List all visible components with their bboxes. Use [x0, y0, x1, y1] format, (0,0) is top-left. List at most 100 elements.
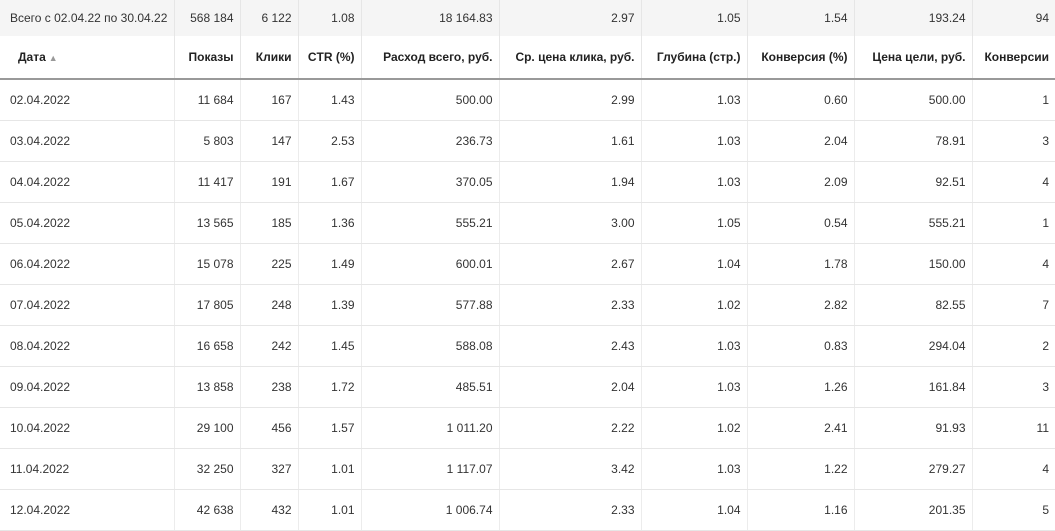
cell-shows: 16 658 — [173, 325, 240, 367]
cell-depth: 1.03 — [640, 79, 747, 121]
sort-ascending-icon: ▲ — [48, 53, 58, 63]
table-row: 06.04.2022 15 078 225 1.49 600.01 2.67 1.04 1.7… — [0, 243, 1055, 285]
cell-conversions: 3 — [971, 120, 1055, 162]
cell-depth: 1.04 — [640, 243, 747, 285]
cell-goal-cost: 92.51 — [853, 161, 972, 203]
cell-spend: 577.88 — [360, 284, 499, 326]
summary-ctr: 1.08 — [297, 0, 361, 36]
cell-date: 07.04.2022 — [0, 284, 174, 326]
cell-conversions: 11 — [971, 407, 1055, 449]
column-header-goal-cost[interactable]: Цена цели, руб. — [853, 36, 972, 80]
column-header-shows[interactable]: Показы — [173, 36, 240, 80]
column-header-depth[interactable]: Глубина (стр.) — [640, 36, 747, 80]
cell-cpc: 1.94 — [498, 161, 641, 203]
cell-goal-cost: 294.04 — [853, 325, 972, 367]
cell-clicks: 248 — [239, 284, 298, 326]
cell-clicks: 225 — [239, 243, 298, 285]
table-row: 04.04.2022 11 417 191 1.67 370.05 1.94 1.03 2.0… — [0, 161, 1055, 203]
cell-depth: 1.03 — [640, 448, 747, 490]
cell-shows: 11 417 — [173, 161, 240, 203]
cell-spend: 236.73 — [360, 120, 499, 162]
cell-clicks: 167 — [239, 79, 298, 121]
cell-goal-cost: 555.21 — [853, 202, 972, 244]
cell-shows: 15 078 — [173, 243, 240, 285]
cell-goal-cost: 78.91 — [853, 120, 972, 162]
summary-spend: 18 164.83 — [360, 0, 499, 36]
header-row: Дата ▲ Показы Клики CTR (%) Расход всего,… — [0, 36, 1055, 80]
cell-ctr: 1.49 — [297, 243, 361, 285]
cell-date: 05.04.2022 — [0, 202, 174, 244]
cell-conversion: 2.82 — [746, 284, 854, 326]
cell-goal-cost: 500.00 — [853, 79, 972, 121]
cell-cpc: 2.22 — [498, 407, 641, 449]
summary-depth: 1.05 — [640, 0, 747, 36]
cell-spend: 588.08 — [360, 325, 499, 367]
cell-cpc: 3.00 — [498, 202, 641, 244]
column-header-date[interactable]: Дата ▲ — [0, 36, 174, 80]
cell-clicks: 432 — [239, 489, 298, 531]
cell-spend: 370.05 — [360, 161, 499, 203]
cell-conversion: 1.16 — [746, 489, 854, 531]
cell-clicks: 147 — [239, 120, 298, 162]
cell-ctr: 1.72 — [297, 366, 361, 408]
cell-date: 11.04.2022 — [0, 448, 174, 490]
cell-clicks: 456 — [239, 407, 298, 449]
cell-clicks: 238 — [239, 366, 298, 408]
cell-conversion: 0.60 — [746, 79, 854, 121]
cell-ctr: 1.01 — [297, 448, 361, 490]
cell-clicks: 191 — [239, 161, 298, 203]
cell-ctr: 1.39 — [297, 284, 361, 326]
cell-cpc: 2.67 — [498, 243, 641, 285]
cell-date: 12.04.2022 — [0, 489, 174, 531]
table-row: 08.04.2022 16 658 242 1.45 588.08 2.43 1.03 0.8… — [0, 325, 1055, 367]
table-row: 02.04.2022 11 684 167 1.43 500.00 2.99 1.03 0.6… — [0, 79, 1055, 121]
cell-shows: 42 638 — [173, 489, 240, 531]
table-body: 02.04.2022 11 684 167 1.43 500.00 2.99 1.03 0.6… — [0, 79, 1055, 531]
cell-shows: 13 565 — [173, 202, 240, 244]
summary-shows: 568 184 — [173, 0, 240, 36]
cell-conversions: 4 — [971, 448, 1055, 490]
cell-conversion: 1.26 — [746, 366, 854, 408]
column-header-spend[interactable]: Расход всего, руб. — [360, 36, 499, 80]
summary-goal-cost: 193.24 — [853, 0, 972, 36]
cell-clicks: 242 — [239, 325, 298, 367]
cell-ctr: 1.57 — [297, 407, 361, 449]
column-header-date-label: Дата — [18, 50, 46, 64]
cell-cpc: 1.61 — [498, 120, 641, 162]
column-header-clicks[interactable]: Клики — [239, 36, 298, 80]
table-row: 03.04.2022 5 803 147 2.53 236.73 1.61 1.03 2.04… — [0, 120, 1055, 162]
summary-label: Всего с 02.04.22 по 30.04.22 — [0, 0, 174, 36]
column-header-conversions[interactable]: Конверсии — [971, 36, 1055, 80]
cell-ctr: 1.36 — [297, 202, 361, 244]
table-row: 10.04.2022 29 100 456 1.57 1 011.20 2.22 1.02 2… — [0, 407, 1055, 449]
table-row: 09.04.2022 13 858 238 1.72 485.51 2.04 1.03 1.2… — [0, 366, 1055, 408]
column-header-conversion[interactable]: Конверсия (%) — [746, 36, 854, 80]
cell-goal-cost: 150.00 — [853, 243, 972, 285]
cell-goal-cost: 161.84 — [853, 366, 972, 408]
cell-goal-cost: 201.35 — [853, 489, 972, 531]
cell-goal-cost: 279.27 — [853, 448, 972, 490]
cell-spend: 1 117.07 — [360, 448, 499, 490]
cell-conversions: 1 — [971, 202, 1055, 244]
summary-clicks: 6 122 — [239, 0, 298, 36]
cell-conversions: 1 — [971, 79, 1055, 121]
cell-ctr: 1.01 — [297, 489, 361, 531]
cell-conversion: 2.09 — [746, 161, 854, 203]
cell-shows: 29 100 — [173, 407, 240, 449]
cell-cpc: 2.33 — [498, 284, 641, 326]
cell-spend: 555.21 — [360, 202, 499, 244]
cell-depth: 1.03 — [640, 366, 747, 408]
table-row: 05.04.2022 13 565 185 1.36 555.21 3.00 1.05 0.5… — [0, 202, 1055, 244]
cell-ctr: 1.67 — [297, 161, 361, 203]
column-header-ctr[interactable]: CTR (%) — [297, 36, 361, 80]
cell-ctr: 2.53 — [297, 120, 361, 162]
cell-date: 06.04.2022 — [0, 243, 174, 285]
cell-conversion: 1.78 — [746, 243, 854, 285]
cell-depth: 1.03 — [640, 161, 747, 203]
cell-conversion: 2.04 — [746, 120, 854, 162]
column-header-cpc[interactable]: Ср. цена клика, руб. — [498, 36, 641, 80]
cell-conversions: 2 — [971, 325, 1055, 367]
cell-ctr: 1.45 — [297, 325, 361, 367]
summary-conversions: 94 — [971, 0, 1055, 36]
cell-conversion: 0.83 — [746, 325, 854, 367]
